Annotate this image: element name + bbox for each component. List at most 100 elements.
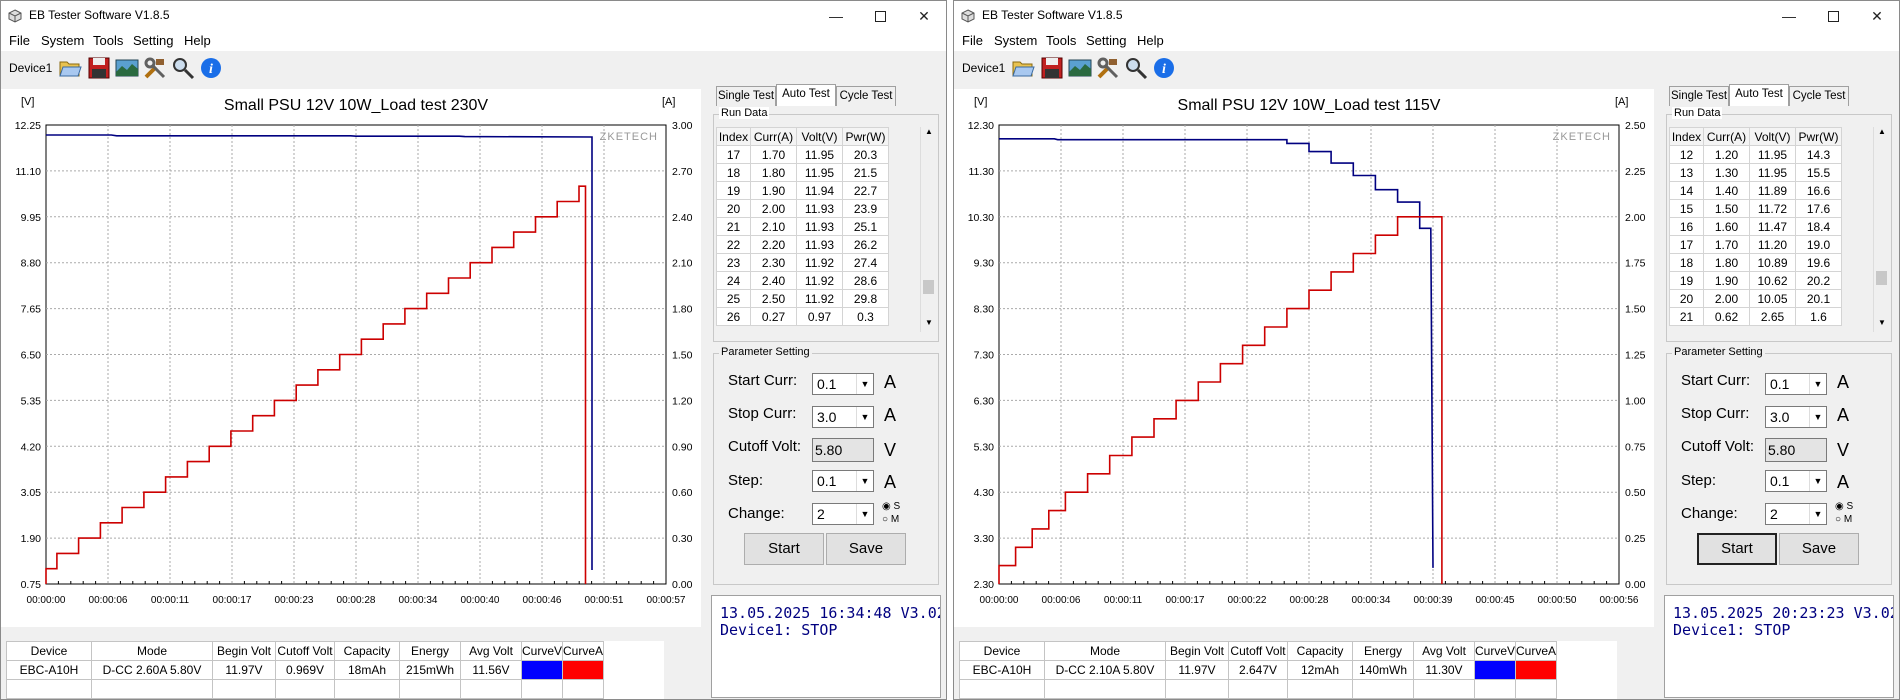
change-select[interactable]: 2 ▼ <box>1765 503 1827 525</box>
tab-single-test[interactable]: Single Test <box>716 86 776 106</box>
curve-v-color-swatch[interactable] <box>1474 660 1516 680</box>
dropdown-arrow-icon[interactable]: ▼ <box>1809 471 1826 491</box>
status-datetime-version: 13.05.2025 16:34:48 V3.02 <box>720 604 941 622</box>
table-row[interactable]: 13 1.30 11.95 15.5 <box>1669 163 1842 182</box>
magnifier-icon[interactable] <box>1123 55 1149 81</box>
table-row[interactable]: 12 1.20 11.95 14.3 <box>1669 145 1842 164</box>
save-button[interactable]: Save <box>1779 533 1859 565</box>
dropdown-arrow-icon[interactable]: ▼ <box>856 407 873 427</box>
summary-header-cell: Avg Volt <box>460 641 522 661</box>
scroll-down-icon[interactable]: ▼ <box>925 318 933 327</box>
step-select[interactable]: 0.1 ▼ <box>812 470 874 492</box>
tab-cycle-test[interactable]: Cycle Test <box>836 86 896 106</box>
radio-seconds[interactable]: ◉ S <box>1835 501 1853 512</box>
run-data-scrollbar[interactable]: ▲ ▼ <box>1873 127 1890 332</box>
menu-setting[interactable]: Setting <box>1086 33 1127 48</box>
x-tick-label: 00:00:17 <box>213 595 252 606</box>
table-row[interactable]: 23 2.30 11.92 27.4 <box>716 253 889 272</box>
scroll-up-icon[interactable]: ▲ <box>925 127 933 136</box>
menu-help[interactable]: Help <box>184 33 211 48</box>
menu-file[interactable]: File <box>9 33 30 48</box>
table-row[interactable]: 17 1.70 11.95 20.3 <box>716 145 889 164</box>
stop-curr-select[interactable]: 3.0 ▼ <box>1765 406 1827 428</box>
open-folder-icon[interactable] <box>57 55 83 81</box>
scrollbar-thumb[interactable] <box>1876 271 1887 286</box>
menu-system[interactable]: System <box>41 33 85 48</box>
menu-system[interactable]: System <box>994 33 1038 48</box>
chart-image-icon[interactable] <box>1067 55 1093 81</box>
table-row[interactable]: 19 1.90 10.62 20.2 <box>1669 271 1842 290</box>
dropdown-arrow-icon[interactable]: ▼ <box>856 504 873 524</box>
start-curr-select[interactable]: 0.1 ▼ <box>1765 373 1827 395</box>
open-folder-icon[interactable] <box>1010 55 1036 81</box>
minimize-button[interactable]: — <box>814 1 858 31</box>
minimize-button[interactable]: — <box>1767 1 1811 31</box>
tools-icon[interactable] <box>1095 55 1121 81</box>
start-curr-select[interactable]: 0.1 ▼ <box>812 373 874 395</box>
table-row[interactable]: 19 1.90 11.94 22.7 <box>716 181 889 200</box>
save-button[interactable]: Save <box>826 533 906 565</box>
scrollbar-thumb[interactable] <box>923 279 934 294</box>
close-button[interactable]: ✕ <box>1855 1 1899 31</box>
table-row[interactable]: 16 1.60 11.47 18.4 <box>1669 217 1842 236</box>
radio-seconds-label: S <box>1846 501 1854 512</box>
curve-a-color-swatch[interactable] <box>562 660 604 680</box>
table-row[interactable]: 20 2.00 10.05 20.1 <box>1669 289 1842 308</box>
table-row[interactable]: 18 1.80 10.89 19.6 <box>1669 253 1842 272</box>
tab-cycle-test[interactable]: Cycle Test <box>1789 86 1849 106</box>
run-data-scrollbar[interactable]: ▲ ▼ <box>920 127 937 332</box>
table-row[interactable]: 24 2.40 11.92 28.6 <box>716 271 889 290</box>
table-cell: 2.00 <box>750 199 797 218</box>
curve-a-color-swatch[interactable] <box>1515 660 1557 680</box>
magnifier-icon[interactable] <box>170 55 196 81</box>
save-disk-icon[interactable] <box>1039 55 1065 81</box>
table-row[interactable]: 21 0.62 2.65 1.6 <box>1669 307 1842 326</box>
summary-value-row[interactable]: EBC-A10H D-CC 2.60A 5.80V 11.97V 0.969V 18mA… <box>6 660 604 680</box>
summary-value-row[interactable]: EBC-A10H D-CC 2.10A 5.80V 11.97V 2.647V 12mA… <box>959 660 1557 680</box>
start-button[interactable]: Start <box>744 533 824 565</box>
dropdown-arrow-icon[interactable]: ▼ <box>856 374 873 394</box>
tab-single-test[interactable]: Single Test <box>1669 86 1729 106</box>
menu-tools[interactable]: Tools <box>93 33 124 48</box>
start-button[interactable]: Start <box>1697 533 1777 565</box>
table-cell: 18 <box>1669 253 1704 272</box>
radio-minutes[interactable]: ○ M <box>1835 514 1852 525</box>
table-row[interactable]: 25 2.50 11.92 29.8 <box>716 289 889 308</box>
info-icon[interactable]: i <box>1151 55 1177 81</box>
table-row[interactable]: 21 2.10 11.93 25.1 <box>716 217 889 236</box>
table-row[interactable]: 18 1.80 11.95 21.5 <box>716 163 889 182</box>
curve-v-color-swatch[interactable] <box>521 660 563 680</box>
tools-icon[interactable] <box>142 55 168 81</box>
menu-setting[interactable]: Setting <box>133 33 174 48</box>
tab-auto-test[interactable]: Auto Test <box>1729 84 1789 106</box>
cutoff-volt-input[interactable]: 5.80 <box>1765 438 1827 462</box>
change-select[interactable]: 2 ▼ <box>812 503 874 525</box>
menu-help[interactable]: Help <box>1137 33 1164 48</box>
table-row[interactable]: 20 2.00 11.93 23.9 <box>716 199 889 218</box>
step-select[interactable]: 0.1 ▼ <box>1765 470 1827 492</box>
save-disk-icon[interactable] <box>86 55 112 81</box>
maximize-button[interactable] <box>1811 1 1855 31</box>
stop-curr-select[interactable]: 3.0 ▼ <box>812 406 874 428</box>
table-row[interactable]: 26 0.27 0.97 0.3 <box>716 307 889 326</box>
dropdown-arrow-icon[interactable]: ▼ <box>1809 374 1826 394</box>
tab-auto-test[interactable]: Auto Test <box>776 84 836 106</box>
menu-file[interactable]: File <box>962 33 983 48</box>
menu-tools[interactable]: Tools <box>1046 33 1077 48</box>
dropdown-arrow-icon[interactable]: ▼ <box>1809 407 1826 427</box>
dropdown-arrow-icon[interactable]: ▼ <box>856 471 873 491</box>
radio-seconds[interactable]: ◉ S <box>882 501 900 512</box>
scroll-up-icon[interactable]: ▲ <box>1878 127 1886 136</box>
radio-minutes[interactable]: ○ M <box>882 514 899 525</box>
table-row[interactable]: 22 2.20 11.93 26.2 <box>716 235 889 254</box>
maximize-button[interactable] <box>858 1 902 31</box>
chart-image-icon[interactable] <box>114 55 140 81</box>
close-button[interactable]: ✕ <box>902 1 946 31</box>
dropdown-arrow-icon[interactable]: ▼ <box>1809 504 1826 524</box>
info-icon[interactable]: i <box>198 55 224 81</box>
table-row[interactable]: 14 1.40 11.89 16.6 <box>1669 181 1842 200</box>
cutoff-volt-input[interactable]: 5.80 <box>812 438 874 462</box>
table-row[interactable]: 15 1.50 11.72 17.6 <box>1669 199 1842 218</box>
scroll-down-icon[interactable]: ▼ <box>1878 318 1886 327</box>
table-row[interactable]: 17 1.70 11.20 19.0 <box>1669 235 1842 254</box>
